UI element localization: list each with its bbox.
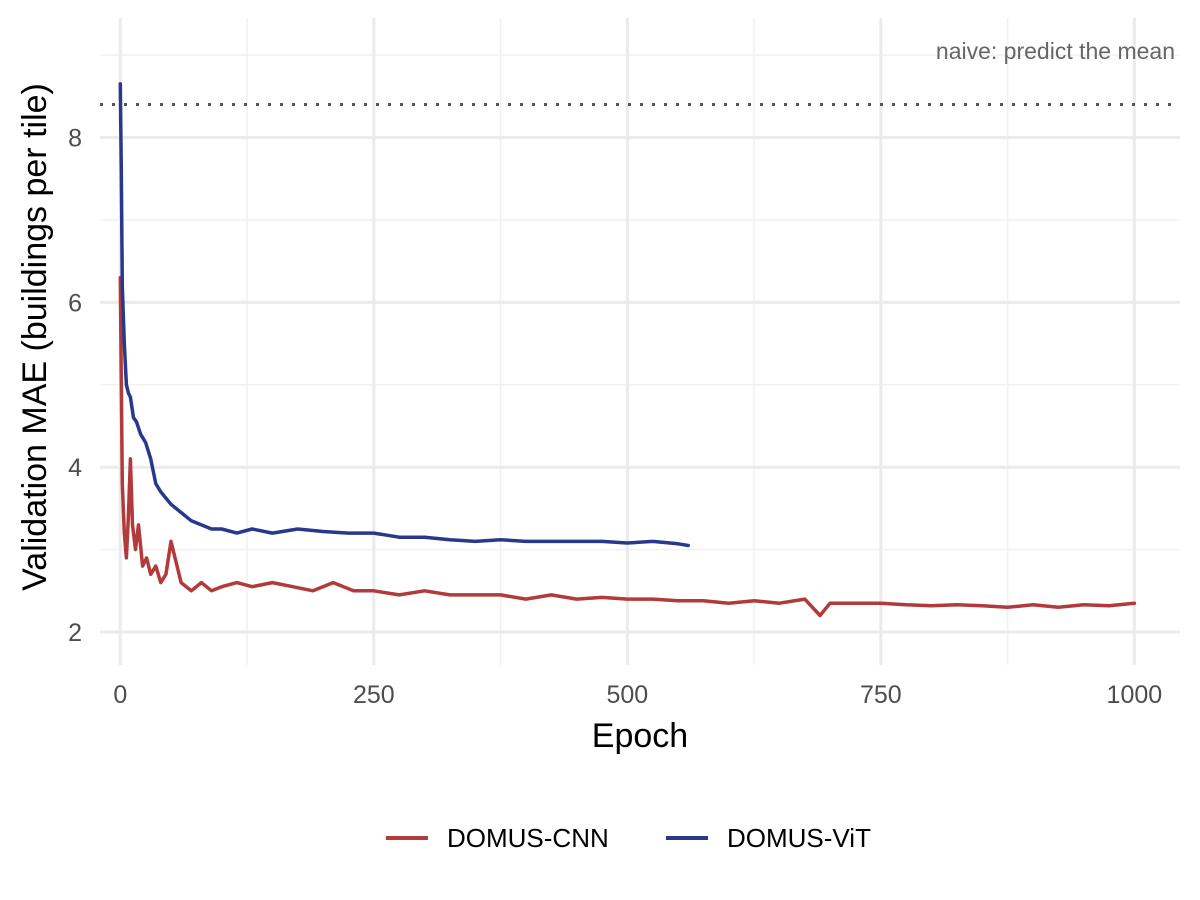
- x-tick-label: 0: [113, 681, 127, 709]
- series-line-domus-vit: [118, 82, 690, 548]
- x-tick-label: 500: [606, 681, 648, 709]
- series-lines: [118, 82, 1137, 618]
- y-tick-label: 4: [68, 454, 82, 482]
- y-tick-label: 8: [68, 125, 82, 153]
- grid-lines: [100, 18, 1180, 665]
- y-tick-labels: 2 4 6 8: [68, 125, 82, 648]
- x-tick-label: 250: [353, 681, 395, 709]
- reference-line-label: naive: predict the mean: [936, 38, 1175, 64]
- legend: DOMUS-CNN DOMUS-ViT: [386, 823, 871, 853]
- legend-label-domus-vit: DOMUS-ViT: [727, 823, 871, 853]
- legend-label-domus-cnn: DOMUS-CNN: [447, 823, 609, 853]
- y-tick-label: 2: [68, 619, 82, 647]
- x-axis-title: Epoch: [592, 717, 688, 755]
- x-tick-labels: 0 250 500 750 1000: [113, 681, 1162, 709]
- series-line-domus-cnn: [118, 275, 1137, 618]
- x-tick-label: 750: [860, 681, 902, 709]
- y-axis-title: Validation MAE (buildings per tile): [16, 83, 54, 591]
- x-tick-label: 1000: [1107, 681, 1163, 709]
- y-tick-label: 6: [68, 289, 82, 317]
